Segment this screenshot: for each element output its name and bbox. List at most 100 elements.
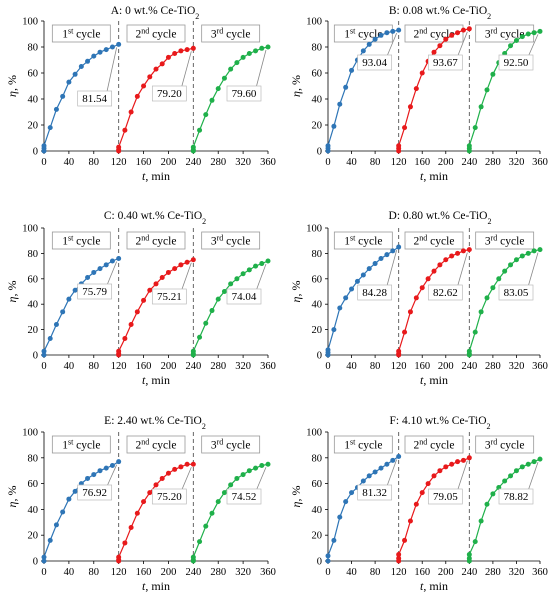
final-value-label: 74.04 <box>232 291 257 303</box>
data-point <box>203 112 209 118</box>
value-leader-line <box>456 460 468 492</box>
x-tick-label: 280 <box>485 361 501 372</box>
final-value-label: 93.67 <box>433 57 458 69</box>
data-point <box>449 253 455 259</box>
final-value-label: 79.60 <box>232 88 257 100</box>
data-point <box>519 253 525 259</box>
data-point <box>525 31 531 37</box>
data-point <box>443 257 449 263</box>
x-tick-label: 120 <box>391 567 407 578</box>
data-point <box>360 48 366 54</box>
y-axis-label: η, % <box>289 486 303 508</box>
data-point <box>402 125 408 131</box>
y-tick-label: 100 <box>22 224 38 235</box>
data-point <box>153 281 159 287</box>
data-point <box>490 491 496 497</box>
data-point <box>85 275 91 281</box>
value-leader-line <box>255 467 267 492</box>
data-point <box>97 266 103 272</box>
data-point <box>449 32 455 38</box>
data-point <box>122 127 128 133</box>
y-tick-label: 40 <box>312 95 323 106</box>
series-line <box>468 458 541 561</box>
panel-title: B: 0.08 wt.% Ce-TiO2 <box>389 5 491 21</box>
series-line <box>327 455 400 561</box>
x-tick-label: 120 <box>111 361 127 372</box>
x-axis-label: t, min <box>142 579 170 593</box>
x-tick-label: 40 <box>64 567 75 578</box>
y-tick-label: 80 <box>28 249 39 260</box>
x-tick-label: 160 <box>414 361 430 372</box>
final-value-label: 75.21 <box>157 291 182 303</box>
data-point <box>378 255 384 261</box>
data-point <box>66 496 72 502</box>
x-tick-label: 0 <box>325 157 330 168</box>
y-axis-label: η, % <box>289 75 303 97</box>
data-point <box>165 54 171 60</box>
data-point <box>122 335 128 341</box>
data-point <box>234 276 240 282</box>
x-tick-label: 200 <box>161 157 177 168</box>
data-point <box>103 47 109 53</box>
value-leader-line <box>180 262 192 292</box>
y-axis-label: η, % <box>5 75 19 97</box>
data-point <box>184 47 190 53</box>
data-point <box>349 67 355 73</box>
data-point <box>455 30 461 36</box>
data-point <box>190 144 196 150</box>
data-point <box>366 41 372 47</box>
x-tick-label: 240 <box>461 567 477 578</box>
data-point <box>128 524 134 530</box>
final-value-label: 84.28 <box>362 287 387 299</box>
data-point <box>221 75 227 81</box>
data-point <box>390 248 396 254</box>
data-point <box>349 286 355 292</box>
data-point <box>443 464 449 470</box>
chart-panel-2: B: 0.08 wt.% Ce-TiO2 0 20 40 60 80 100 0 40 80 120… <box>289 5 548 183</box>
y-tick-label: 0 <box>33 557 38 568</box>
data-point <box>215 296 221 302</box>
data-point <box>390 28 396 34</box>
data-point <box>466 348 472 354</box>
data-point <box>209 97 215 103</box>
data-point <box>47 125 53 131</box>
panel-title: E: 2.40 wt.% Ce-TiO2 <box>104 415 206 431</box>
data-point <box>178 48 184 54</box>
cycle-label-box <box>475 231 535 250</box>
data-point <box>484 501 490 507</box>
y-tick-label: 0 <box>317 557 322 568</box>
cycle-label: 1st cycle <box>62 233 100 248</box>
data-point <box>190 257 196 263</box>
x-tick-label: 80 <box>89 157 100 168</box>
data-point <box>531 30 537 36</box>
data-point <box>197 334 203 340</box>
y-tick-label: 0 <box>33 351 38 362</box>
cycle-label: 2nd cycle <box>136 437 177 452</box>
data-point <box>153 66 159 72</box>
series-line <box>43 257 119 355</box>
data-point <box>122 540 128 546</box>
x-axis-label: t, min <box>142 169 170 183</box>
data-point <box>53 522 59 528</box>
data-point <box>134 510 140 516</box>
cycle-label-box <box>126 231 186 250</box>
y-tick-label: 0 <box>317 351 322 362</box>
value-label-box <box>357 284 393 301</box>
y-axis-label: η, % <box>5 486 19 508</box>
data-point <box>460 248 466 254</box>
y-tick-label: 60 <box>312 274 323 285</box>
final-value-label: 92.50 <box>504 57 529 69</box>
panel-title: A: 0 wt.% Ce-TiO2 <box>111 5 200 21</box>
data-point <box>209 510 215 516</box>
x-tick-label: 40 <box>64 157 75 168</box>
data-point <box>147 287 153 293</box>
final-value-label: 79.20 <box>157 88 182 100</box>
data-point <box>97 468 103 474</box>
data-point <box>66 296 72 302</box>
y-tick-label: 40 <box>312 300 323 311</box>
data-point <box>215 499 221 505</box>
value-leader-line <box>106 464 118 488</box>
data-point <box>253 263 259 269</box>
value-leader-line <box>180 467 192 492</box>
y-tick-label: 100 <box>306 428 322 439</box>
